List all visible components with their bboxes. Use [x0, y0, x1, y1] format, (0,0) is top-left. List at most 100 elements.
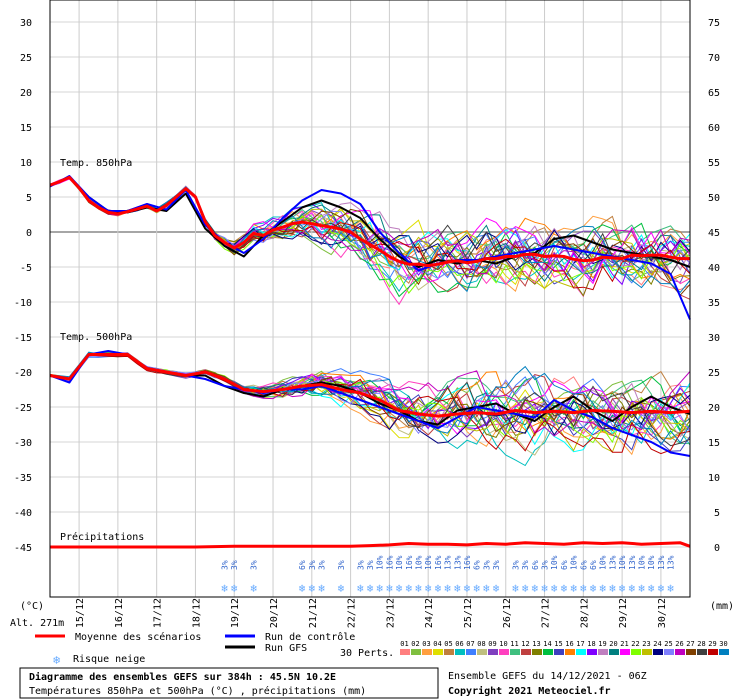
- member-number: 23: [642, 640, 650, 648]
- member-number: 09: [488, 640, 496, 648]
- member-swatch: [499, 649, 509, 655]
- date-tick-label: 19/12: [230, 598, 241, 628]
- date-tick-label: 28/12: [579, 598, 590, 628]
- member-swatch: [642, 649, 652, 655]
- snowflake-icon: ❄: [667, 582, 674, 595]
- member-swatch: [422, 649, 432, 655]
- member-line-03: [49, 177, 691, 292]
- snowflake-icon: ❄: [338, 582, 345, 595]
- right-tick-label: 20: [708, 403, 720, 414]
- left-tick-label: -25: [14, 403, 32, 414]
- panel-label-t850: Temp. 850hPa: [60, 158, 132, 169]
- left-tick-label: 20: [20, 88, 32, 99]
- member-swatch: [554, 649, 564, 655]
- snow-pct-label: 3%: [318, 560, 327, 570]
- member-swatch: [400, 649, 410, 655]
- right-tick-label: 5: [714, 508, 720, 519]
- member-number: 07: [466, 640, 474, 648]
- snow-pct-label: 13%: [657, 555, 666, 570]
- member-number: 16: [565, 640, 573, 648]
- member-swatch: [609, 649, 619, 655]
- right-tick-label: 60: [708, 123, 720, 134]
- snowflake-icon: ❄: [493, 582, 500, 595]
- snowflake-icon: ❄: [464, 582, 471, 595]
- snowflake-icon: ❄: [609, 582, 616, 595]
- right-tick-label: 10: [708, 473, 720, 484]
- snow-pct-label: 10%: [599, 555, 608, 570]
- right-tick-label: 75: [708, 18, 720, 29]
- member-number: 03: [422, 640, 430, 648]
- member-swatch: [587, 649, 597, 655]
- series-t500_mean: [49, 353, 691, 418]
- date-tick-label: 29/12: [618, 598, 629, 628]
- member-number: 06: [455, 640, 463, 648]
- snow-pct-label: 16%: [463, 555, 472, 570]
- snowflake-icon: ❄: [629, 582, 636, 595]
- snow-pct-label: 13%: [628, 555, 637, 570]
- plot-frame: [49, 0, 691, 598]
- left-tick-label: 15: [20, 123, 32, 134]
- snowflake-icon: ❄: [599, 582, 606, 595]
- member-swatch: [653, 649, 663, 655]
- left-unit: (°C): [20, 601, 44, 612]
- snow-pct-label: 3%: [337, 560, 346, 570]
- right-tick-label: 45: [708, 228, 720, 239]
- snowflake-icon: ❄: [250, 582, 257, 595]
- member-swatch: [565, 649, 575, 655]
- date-tick-label: 23/12: [385, 598, 396, 628]
- snow-pct-label: 3%: [356, 560, 365, 570]
- right-tick-label: 30: [708, 333, 720, 344]
- member-line-25: [49, 352, 691, 435]
- member-swatch: [521, 649, 531, 655]
- snowflake-icon: ❄: [658, 582, 665, 595]
- member-swatch: [444, 649, 454, 655]
- snow-pct-label: 16%: [405, 555, 414, 570]
- snow-pct-label: 10%: [647, 555, 656, 570]
- left-tick-label: -10: [14, 298, 32, 309]
- member-number: 30: [719, 640, 727, 648]
- legend-control-label: Run de contrôle: [265, 631, 355, 643]
- left-tick-label: -30: [14, 438, 32, 449]
- legend-gfs-label: Run GFS: [265, 643, 307, 654]
- member-number: 22: [631, 640, 639, 648]
- member-number: 26: [675, 640, 683, 648]
- member-swatch: [620, 649, 630, 655]
- left-tick-label: -45: [14, 543, 32, 554]
- date-tick-label: 25/12: [463, 598, 474, 628]
- member-swatch: [576, 649, 586, 655]
- snowflake-icon: ❄: [405, 582, 412, 595]
- snowflake-icon: ❄: [638, 582, 645, 595]
- member-number: 15: [554, 640, 562, 648]
- snowflake-icon: ❄: [483, 582, 490, 595]
- member-number: 01: [400, 640, 408, 648]
- date-tick-label: 17/12: [153, 598, 164, 628]
- member-number: 28: [697, 640, 705, 648]
- member-swatch: [532, 649, 542, 655]
- member-number: 13: [532, 640, 540, 648]
- snowflake-icon: ❄: [367, 582, 374, 595]
- date-tick-label: 21/12: [308, 598, 319, 628]
- member-swatch: [488, 649, 498, 655]
- member-line-06: [49, 177, 691, 293]
- snowflake-icon: ❄: [386, 582, 393, 595]
- right-tick-label: 70: [708, 53, 720, 64]
- snow-pct-label: 3%: [250, 560, 259, 570]
- run-label: Ensemble GEFS du 14/12/2021 - 06Z: [448, 671, 647, 682]
- snow-pct-label: 6%: [298, 560, 307, 570]
- member-number: 17: [576, 640, 584, 648]
- snowflake-icon: ❄: [590, 582, 597, 595]
- snowflake-icon: ❄: [522, 582, 529, 595]
- snow-pct-label: 6%: [531, 560, 540, 570]
- snowflake-icon: ❄: [444, 582, 451, 595]
- member-swatch: [466, 649, 476, 655]
- right-tick-label: 25: [708, 368, 720, 379]
- snow-pct-label: 13%: [608, 555, 617, 570]
- series-t850_gfs: [49, 176, 691, 268]
- member-swatch: [708, 649, 718, 655]
- altitude-label: Alt. 271m: [10, 618, 64, 629]
- member-number: 02: [411, 640, 419, 648]
- left-tick-label: 5: [26, 193, 32, 204]
- member-swatch: [510, 649, 520, 655]
- snowflake-icon: ❄: [435, 582, 442, 595]
